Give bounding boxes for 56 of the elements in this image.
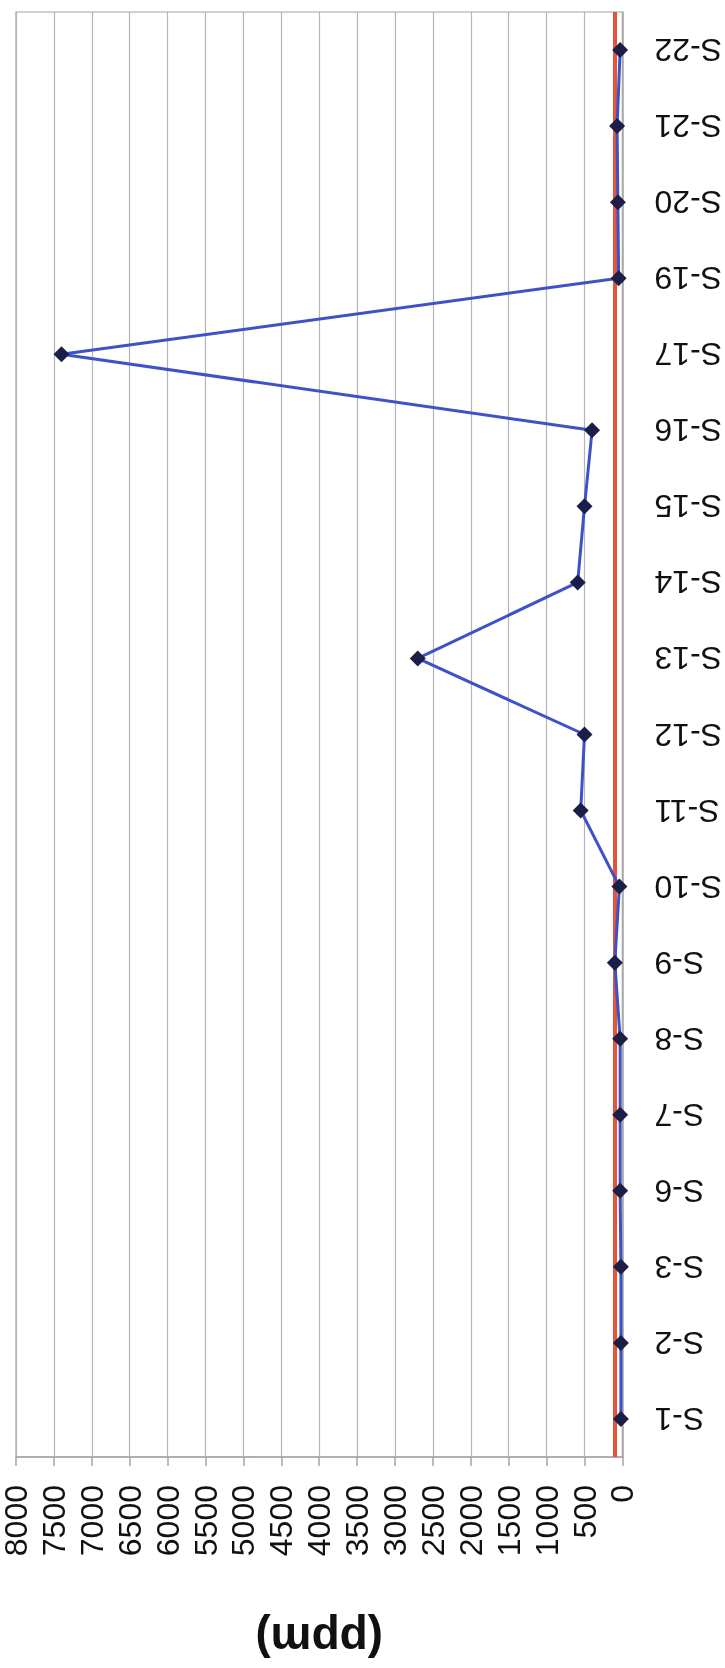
y-tick-label: S-20 [654, 184, 722, 221]
y-tick-label: S-12 [654, 716, 722, 753]
x-tick-label: 3500 [339, 1485, 376, 1557]
x-tick-label: 4500 [263, 1485, 300, 1557]
point [612, 1334, 629, 1351]
point [612, 42, 629, 59]
x-tick-label: 5500 [187, 1485, 224, 1557]
point [611, 878, 628, 895]
y-tick-label: S-21 [654, 108, 722, 145]
x-tick-label: 6500 [111, 1485, 148, 1557]
y-tick-label: S-13 [654, 640, 722, 677]
point [612, 1410, 629, 1427]
x-tick-label: 2500 [414, 1485, 451, 1557]
point [612, 1106, 629, 1123]
x-axis-title: (ppm) [255, 1614, 384, 1666]
y-tick-label: S-16 [654, 412, 722, 449]
y-tick-label: S-15 [654, 488, 722, 525]
x-tick-label: 8000 [0, 1485, 34, 1557]
x-tick-label: 6000 [149, 1485, 186, 1557]
point [584, 422, 601, 439]
x-tick-label: 4000 [301, 1485, 338, 1557]
point [572, 802, 589, 819]
point [612, 1182, 629, 1199]
point [409, 650, 426, 667]
point [609, 118, 626, 135]
point [612, 1030, 629, 1047]
x-tick-label: 5000 [225, 1485, 262, 1557]
y-tick-label: S-6 [654, 1172, 705, 1209]
point [606, 954, 623, 971]
x-tick-label: 500 [566, 1485, 603, 1539]
point [576, 726, 593, 743]
y-tick-label: S-11 [654, 792, 720, 829]
point [610, 270, 627, 287]
x-tick-label: 2000 [452, 1485, 489, 1557]
x-tick-label: 0 [604, 1485, 641, 1503]
y-tick-label: S-8 [654, 1020, 705, 1057]
y-tick-label: S-9 [654, 944, 705, 981]
x-tick-label: 3000 [377, 1485, 413, 1557]
point [609, 194, 626, 211]
y-tick-label: S-14 [654, 564, 722, 601]
y-tick-label: S-19 [654, 260, 722, 297]
y-tick-label: S-10 [654, 868, 722, 905]
point [53, 346, 70, 363]
x-tick-label: 7500 [35, 1485, 72, 1557]
point [576, 498, 593, 515]
y-tick-label: S-2 [654, 1324, 705, 1361]
x-tick-label: 1000 [528, 1485, 565, 1557]
point [569, 574, 586, 591]
y-tick-label: S-1 [654, 1400, 705, 1437]
x-tick-label: 1500 [490, 1485, 527, 1557]
x-tick-label: 7000 [73, 1485, 110, 1557]
y-tick-label: S-17 [654, 336, 722, 373]
point [612, 1258, 629, 1275]
y-tick-label: S-22 [654, 32, 722, 69]
y-tick-label: S-3 [654, 1248, 705, 1285]
y-tick-label: S-7 [654, 1096, 705, 1133]
